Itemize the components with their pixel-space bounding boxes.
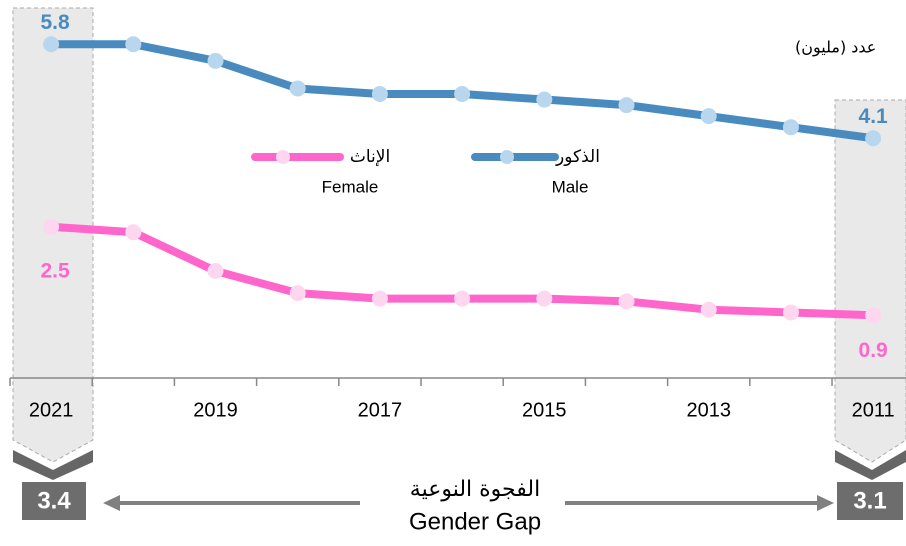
point [865, 307, 882, 324]
point [371, 290, 388, 307]
x-tick-label: 2019 [193, 399, 238, 421]
arrow-head [817, 495, 834, 511]
point [207, 52, 224, 69]
point [125, 36, 142, 53]
point [289, 285, 306, 302]
point [618, 293, 635, 310]
point [700, 301, 717, 318]
point [454, 290, 471, 307]
point [782, 304, 799, 321]
legend-label: الذكور [555, 147, 600, 167]
legend-marker [500, 150, 514, 164]
x-tick-label: 2015 [522, 399, 567, 421]
data-label: 4.1 [859, 105, 889, 128]
point [782, 119, 799, 136]
point [536, 290, 553, 307]
y-axis-label: عدد (مليون) [795, 38, 876, 58]
gap-label-ar: الفجوة النوعية [410, 477, 540, 502]
point [207, 262, 224, 279]
point [700, 108, 717, 125]
point [43, 36, 60, 53]
gap-start: 3.4 [37, 487, 71, 514]
x-tick-label: 2017 [358, 399, 403, 421]
x-tick-label: 2011 [852, 399, 895, 421]
point [865, 130, 882, 147]
gap-label-en: Gender Gap [409, 508, 541, 535]
highlight-box [834, 99, 906, 463]
arrow-head [103, 495, 120, 511]
chevron [835, 450, 906, 480]
chevron [13, 450, 93, 480]
x-tick-label: 2013 [686, 399, 731, 421]
x-tick-label: 2021 [29, 399, 74, 421]
legend-label: Male [552, 177, 589, 196]
point [454, 86, 471, 103]
point [618, 97, 635, 114]
gap-end: 3.1 [853, 487, 886, 514]
point [125, 224, 142, 241]
point [371, 86, 388, 103]
legend-label: الإناث [350, 147, 390, 167]
highlight-box [12, 7, 94, 463]
point [43, 218, 60, 235]
legend-marker [276, 150, 290, 164]
gap-box [22, 482, 86, 520]
data-label: 2.5 [40, 259, 70, 282]
gap-box [837, 482, 903, 520]
legend-label: Female [322, 177, 379, 196]
data-label: 0.9 [859, 339, 888, 362]
point [289, 80, 306, 97]
point [536, 91, 553, 108]
data-label: 5.8 [40, 11, 70, 34]
